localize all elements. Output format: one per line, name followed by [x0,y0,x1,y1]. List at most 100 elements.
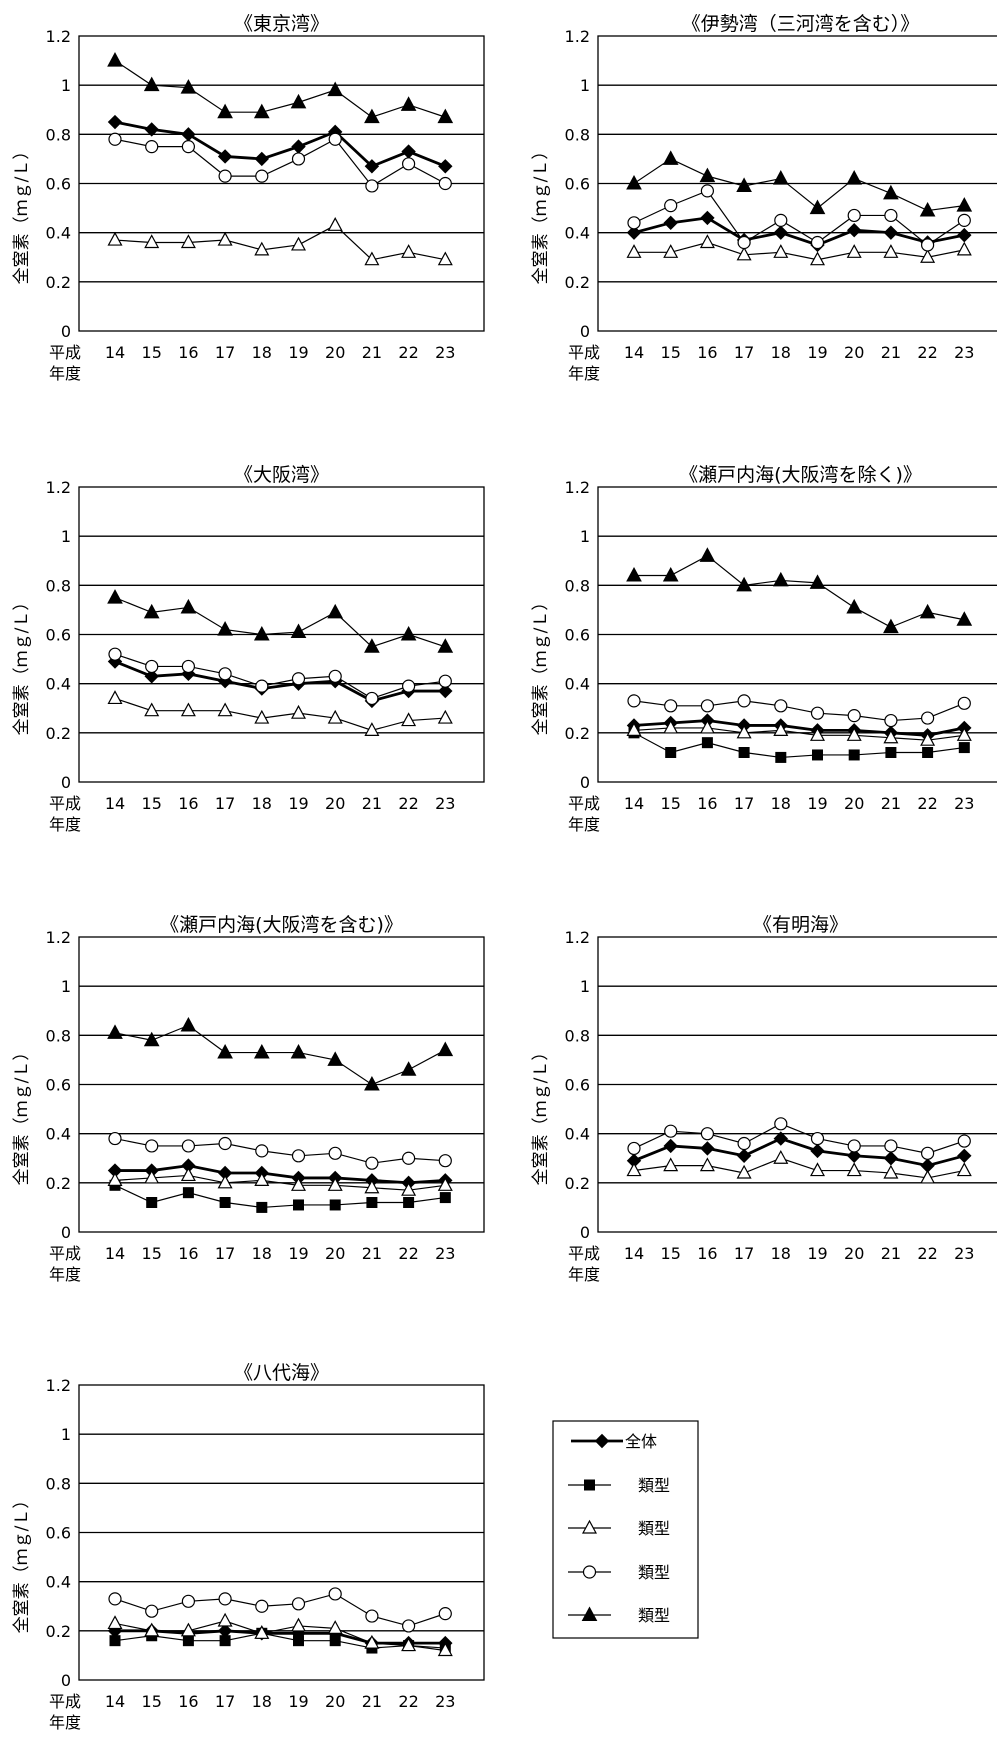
x-tick-label: 22 [917,343,937,362]
x-tick-label: 16 [697,794,717,813]
data-point [327,217,343,231]
data-point [773,225,789,240]
data-point [663,1138,678,1154]
data-point [956,1162,972,1177]
data-point [736,1164,752,1179]
data-point [255,679,269,693]
series-line [633,216,965,247]
data-point [663,215,678,231]
x-tick-label: 18 [252,1692,272,1711]
data-point [401,244,417,258]
x-tick-label: 16 [697,343,717,362]
y-tick-label: 0.2 [46,273,71,292]
x-tick-label: 22 [398,794,418,813]
data-point [219,1635,231,1647]
data-point [810,235,825,250]
y-tick-label: 0.2 [565,724,590,743]
data-point [774,213,788,227]
data-point [109,1635,121,1647]
data-point [736,724,752,739]
y-tick-label: 1.2 [46,928,71,947]
y-tick-label: 0.6 [565,626,590,645]
series-line [633,190,965,246]
x-tick-label: 19 [288,1244,308,1263]
data-point [809,574,826,589]
data-point [699,719,715,734]
x-tick-label: 21 [881,794,901,813]
x-tick-label: 15 [661,343,681,362]
x-tick-label: 21 [881,1244,901,1263]
data-point [145,1139,159,1153]
legend-entry: 全体 [625,1432,657,1451]
data-point [737,694,751,708]
data-point [665,747,677,758]
data-point [143,603,160,619]
series-circle-open [108,1587,452,1633]
data-point [144,702,160,717]
data-point [218,1136,232,1151]
data-point [626,566,642,582]
data-point [957,1134,971,1148]
y-tick-label: 0.6 [46,175,71,194]
legend-marker [581,1519,598,1534]
data-point [254,151,270,167]
chart-panel-4: 0 0.2 0.4 0.6 0.8 1 1.2 14 15 16 17 18 19 20 21 22 23 平成年… [531,464,997,834]
y-tick-label: 0 [61,1671,71,1690]
y-tick-label: 1.2 [46,1376,71,1395]
data-point [365,179,379,193]
data-point [402,157,416,171]
x-axis-prefix: 平成 [49,1244,81,1263]
data-point [364,251,380,266]
x-tick-label: 18 [252,794,272,813]
data-point [108,132,122,146]
data-point [144,122,159,137]
x-tick-label: 21 [362,1692,382,1711]
series-line [114,660,446,703]
data-point [145,1604,159,1618]
data-point [736,246,752,261]
data-point [439,1192,451,1204]
data-point [217,1612,233,1627]
x-tick-label: 22 [398,1244,418,1263]
x-axis-prefix: 平成 [568,1244,600,1263]
data-point [699,1157,715,1172]
data-point [437,638,454,653]
data-point [290,623,307,639]
data-point [664,199,678,213]
data-point [847,709,861,723]
data-point [920,1169,936,1184]
series-line [115,1164,446,1185]
data-point [883,618,899,634]
data-point [700,1141,715,1156]
data-point [663,1157,679,1172]
data-point [253,1043,270,1059]
y-tick-label: 0.8 [565,1026,590,1045]
series-line [114,1184,446,1209]
data-point [773,722,789,736]
series-triangle-filled [626,150,973,217]
data-point [293,1199,304,1211]
series-line [114,597,446,648]
data-point [956,241,972,256]
y-tick-label: 0.8 [46,1474,71,1493]
data-point [364,108,380,124]
data-point [401,1181,417,1196]
series-line [114,224,446,261]
data-point [327,603,344,619]
x-tick-label: 14 [105,794,125,813]
data-point [809,727,826,741]
x-axis-prefix-2: 年度 [568,364,600,383]
x-tick-label: 17 [215,1692,235,1711]
data-point [108,1592,122,1606]
series-circle-open [108,647,452,706]
series-triangle-open [626,234,972,266]
data-point [736,1148,752,1163]
data-point [438,1154,452,1168]
legend-entry: 類型 [638,1519,670,1538]
x-tick-label: 21 [881,343,901,362]
data-point [662,150,679,165]
x-tick-label: 16 [178,1244,198,1263]
series-line [633,700,965,722]
